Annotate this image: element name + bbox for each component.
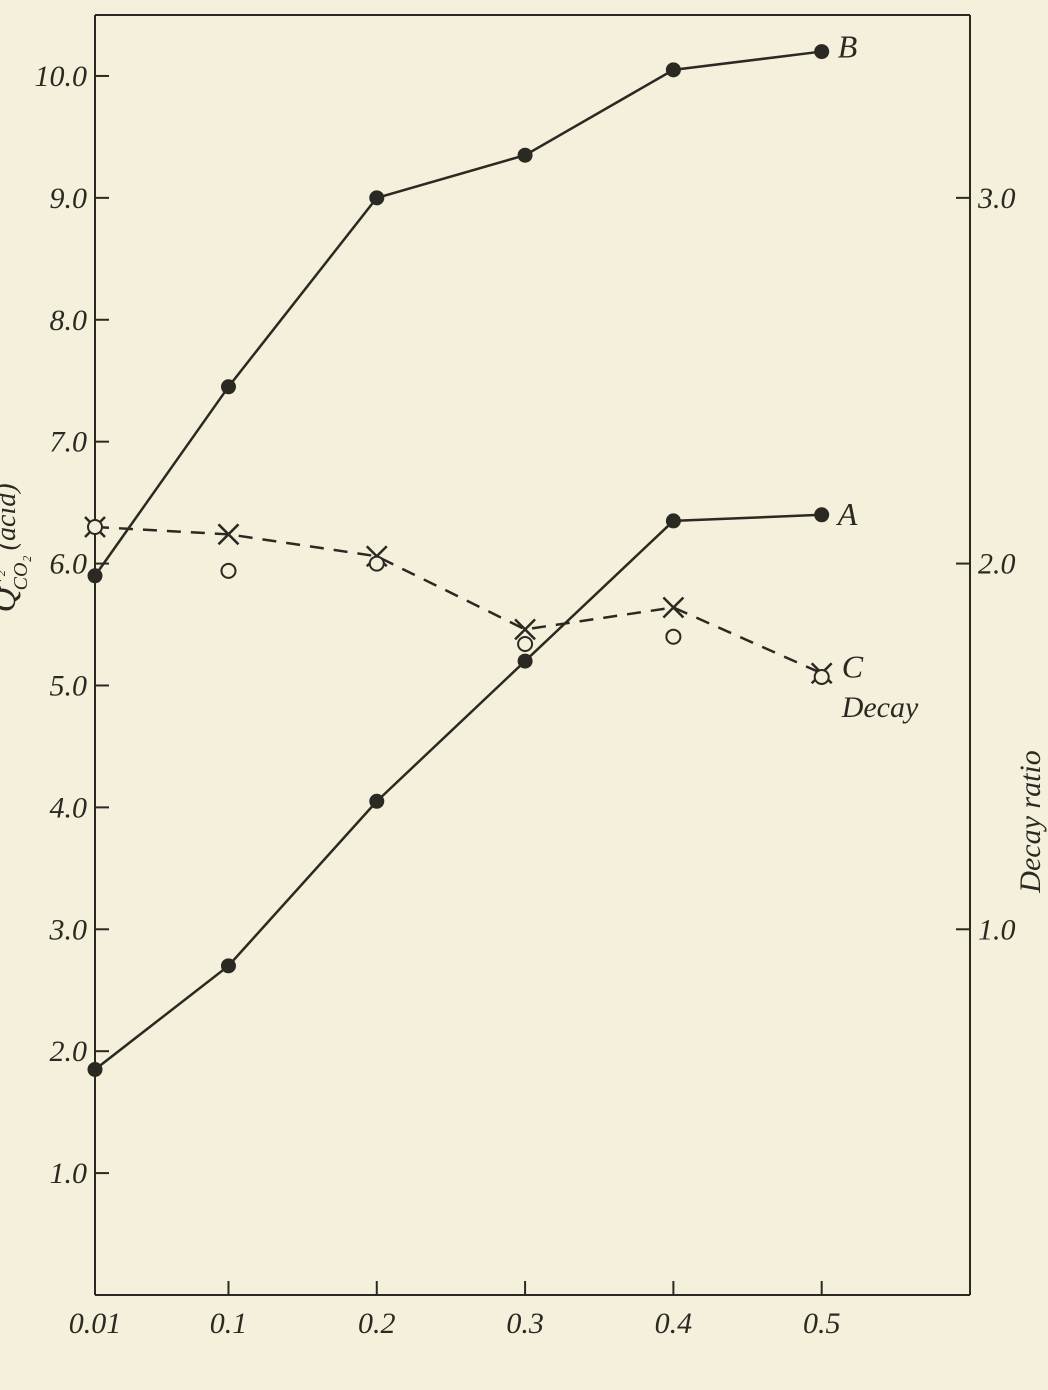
series-line-A — [95, 515, 822, 1070]
series-label-B: B — [838, 29, 858, 65]
marker-A — [370, 794, 384, 808]
y-left-tick-label: 3.0 — [49, 913, 88, 946]
svg-text:CO₂: CO₂ — [10, 556, 32, 591]
marker-B — [370, 191, 384, 205]
marker-Decay — [815, 670, 829, 684]
marker-A — [221, 959, 235, 973]
y-left-tick-label: 10.0 — [35, 60, 88, 93]
marker-B — [666, 63, 680, 77]
y-left-tick-label: 4.0 — [50, 791, 88, 824]
x-tick-label: 0.01 — [69, 1307, 122, 1340]
marker-A — [518, 654, 532, 668]
series-line-B — [95, 52, 822, 576]
x-tick-label: 0.4 — [655, 1307, 693, 1340]
y-right-tick-label: 3.0 — [977, 182, 1016, 215]
series-label-C: C — [842, 648, 864, 684]
y-left-tick-label: 5.0 — [50, 669, 88, 702]
chart-container: 1.0 2.0 3.0 4.0 5.0 6.0 7.0 8.0 9.0 10.0 1.0 2.0 3.0… — [0, 0, 1048, 1390]
series-label-Decay: Decay — [841, 691, 919, 724]
marker-A — [815, 508, 829, 522]
y-left-axis-label: QN₂CO₂ (acid) — [0, 483, 32, 612]
y-right-tick-label: 2.0 — [978, 548, 1016, 581]
x-tick-label: 0.2 — [358, 1307, 396, 1340]
y-left-tick-label: 1.0 — [50, 1157, 88, 1190]
marker-B — [88, 569, 102, 583]
x-tick-label: 0.5 — [803, 1307, 841, 1340]
y-right-tick-label: 1.0 — [978, 913, 1016, 946]
y-left-tick-label: 7.0 — [50, 426, 88, 459]
y-right-axis-label: Decay ratio — [1014, 750, 1047, 893]
marker-Decay — [666, 630, 680, 644]
x-tick-label: 0.1 — [210, 1307, 248, 1340]
marker-A — [88, 1062, 102, 1076]
marker-B — [221, 380, 235, 394]
marker-B — [518, 148, 532, 162]
marker-Decay — [88, 520, 102, 534]
y-left-tick-label: 8.0 — [50, 304, 88, 337]
series-line-C — [95, 527, 822, 673]
series-label-A: A — [836, 496, 858, 532]
marker-Decay — [221, 564, 235, 578]
svg-text:Q: Q — [0, 588, 23, 613]
chart-svg: 1.0 2.0 3.0 4.0 5.0 6.0 7.0 8.0 9.0 10.0 1.0 2.0 3.0… — [0, 0, 1048, 1390]
svg-text:N₂: N₂ — [0, 570, 6, 591]
y-left-tick-label: 2.0 — [50, 1035, 88, 1068]
svg-text:Decay ratio: Decay ratio — [1014, 750, 1047, 893]
marker-A — [666, 514, 680, 528]
y-left-tick-label: 9.0 — [50, 182, 88, 215]
x-tick-label: 0.3 — [506, 1307, 544, 1340]
marker-Decay — [518, 637, 532, 651]
marker-C — [663, 597, 683, 617]
svg-text:(acid): (acid) — [0, 483, 22, 550]
y-left-tick-label: 6.0 — [50, 548, 88, 581]
marker-B — [815, 45, 829, 59]
marker-Decay — [370, 557, 384, 571]
